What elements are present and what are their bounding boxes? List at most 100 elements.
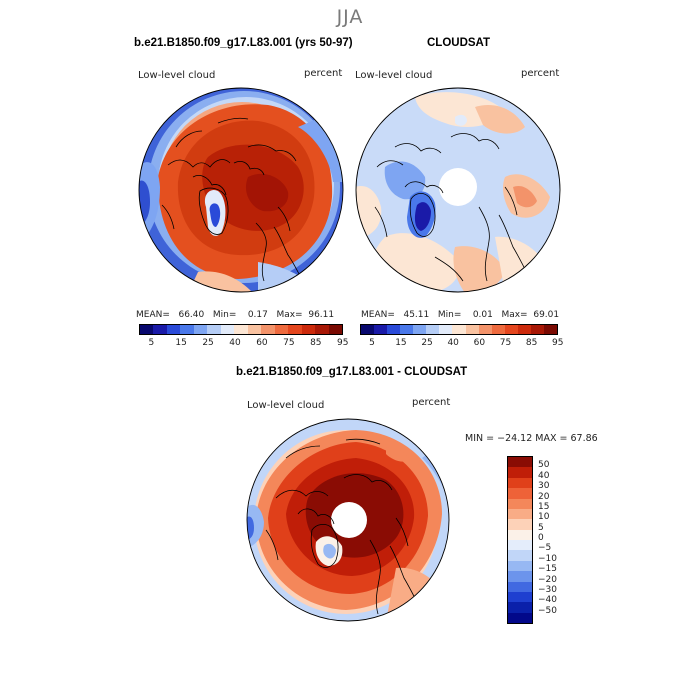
- model-panel-title: b.e21.B1850.f09_g17.L83.001 (yrs 50-97): [134, 37, 353, 49]
- colorbar-tick-label: −30: [538, 584, 557, 595]
- colorbar-tick-label: 25: [202, 338, 214, 348]
- model-mean-label: MEAN=: [136, 310, 170, 320]
- cloudsat-polar-map: [355, 87, 561, 293]
- colorbar-swatch: [508, 477, 532, 489]
- colorbar-swatch: [491, 325, 505, 334]
- colorbar-swatch: [452, 325, 466, 334]
- colorbar-swatch: [166, 325, 181, 334]
- colorbar-swatch: [508, 457, 532, 468]
- colorbar-swatch: [508, 591, 532, 603]
- colorbar-tick-label: 25: [421, 338, 433, 348]
- colorbar-swatch: [153, 325, 167, 334]
- colorbar-swatch: [478, 325, 492, 334]
- colorbar-tick-label: −5: [538, 543, 552, 554]
- colorbar-swatch: [508, 560, 532, 572]
- colorbar-tick-label: 5: [148, 338, 155, 348]
- cloudsat-colorbar: [360, 324, 558, 335]
- colorbar-tick-label: 95: [337, 338, 349, 348]
- colorbar-swatch: [465, 325, 479, 334]
- colorbar-swatch: [508, 602, 532, 613]
- colorbar-swatch: [374, 325, 388, 334]
- colorbar-swatch: [508, 488, 532, 499]
- colorbar-swatch: [508, 550, 532, 561]
- difference-polar-map: [246, 418, 450, 622]
- season-title: JJA: [336, 6, 364, 28]
- difference-panel-title: b.e21.B1850.f09_g17.L83.001 - CLOUDSAT: [236, 366, 468, 378]
- colorbar-tick-label: 60: [256, 338, 268, 348]
- colorbar-tick-label: 60: [473, 338, 486, 348]
- colorbar-tick-label: 75: [499, 338, 512, 348]
- colorbar-tick-label: 50: [538, 460, 550, 471]
- difference-minmax-text: MIN = −24.12 MAX = 67.86: [465, 433, 598, 444]
- colorbar-swatch: [207, 325, 221, 334]
- colorbar-tick-label: 15: [395, 338, 407, 348]
- colorbar-tick-label: −50: [538, 605, 557, 616]
- model-panel-variable-label: Low-level cloud: [138, 70, 216, 81]
- colorbar-tick-label: 30: [538, 481, 550, 492]
- colorbar-tick-label: 40: [229, 338, 241, 348]
- colorbar-swatch: [413, 325, 427, 334]
- colorbar-swatch: [508, 581, 532, 592]
- colorbar-tick-label: −15: [538, 564, 557, 575]
- model-max-value: 96.11: [308, 310, 335, 320]
- model-mean-value: 66.40: [178, 310, 205, 320]
- cloudsat-panel-title: CLOUDSAT: [427, 37, 491, 49]
- colorbar-swatch: [508, 519, 532, 530]
- colorbar-swatch: [193, 325, 208, 334]
- colorbar-swatch: [530, 325, 544, 334]
- colorbar-swatch: [508, 467, 532, 478]
- colorbar-swatch: [247, 325, 262, 334]
- colorbar-swatch: [387, 325, 401, 334]
- colorbar-swatch: [234, 325, 248, 334]
- colorbar-swatch: [508, 571, 532, 582]
- colorbar-swatch: [140, 325, 154, 334]
- colorbar-swatch: [288, 325, 302, 334]
- colorbar-tick-label: −40: [538, 595, 557, 606]
- cloudsat-max-label: Max=: [501, 310, 528, 320]
- colorbar-tick-label: −20: [538, 574, 557, 585]
- colorbar-tick-label: 15: [175, 338, 187, 348]
- colorbar-swatch: [508, 540, 532, 551]
- colorbar-swatch: [315, 325, 329, 334]
- colorbar-tick-label: 85: [525, 338, 538, 348]
- colorbar-swatch: [508, 498, 532, 509]
- cloudsat-mean-value: 45.11: [403, 310, 430, 320]
- model-polar-map: [138, 87, 344, 293]
- difference-colorbar: [507, 456, 533, 624]
- colorbar-swatch: [220, 325, 235, 334]
- colorbar-swatch: [439, 325, 453, 334]
- difference-panel-variable-label: Low-level cloud: [247, 400, 325, 411]
- colorbar-swatch: [361, 325, 375, 334]
- cloudsat-panel-units-label: percent: [521, 68, 560, 79]
- model-max-label: Max=: [276, 310, 303, 320]
- colorbar-tick-label: 5: [538, 522, 544, 533]
- colorbar-swatch: [426, 325, 440, 334]
- cloudsat-min-label: Min=: [437, 310, 462, 320]
- cloudsat-max-value: 69.01: [533, 310, 560, 320]
- colorbar-tick-label: 40: [447, 338, 459, 348]
- colorbar-swatch: [328, 325, 343, 334]
- colorbar-tick-label: 85: [310, 338, 322, 348]
- colorbar-swatch: [508, 529, 532, 540]
- colorbar-tick-label: 20: [538, 491, 550, 502]
- colorbar-swatch: [543, 325, 557, 334]
- colorbar-swatch: [180, 325, 194, 334]
- model-min-label: Min=: [212, 310, 237, 320]
- difference-panel-units-label: percent: [412, 397, 451, 408]
- cloudsat-min-value: 0.01: [472, 310, 493, 320]
- model-panel-units-label: percent: [304, 68, 343, 79]
- colorbar-tick-label: 95: [552, 338, 564, 348]
- colorbar-tick-label: 75: [283, 338, 295, 348]
- colorbar-swatch: [261, 325, 275, 334]
- colorbar-tick-label: −10: [538, 553, 557, 564]
- model-stats-line: MEAN= 66.40 Min= 0.17 Max= 96.11: [136, 311, 334, 320]
- colorbar-swatch: [517, 325, 531, 334]
- model-colorbar: [139, 324, 343, 335]
- model-min-value: 0.17: [247, 310, 268, 320]
- colorbar-tick-label: 40: [538, 470, 550, 481]
- colorbar-tick-label: 15: [538, 501, 550, 512]
- colorbar-swatch: [274, 325, 289, 334]
- colorbar-tick-label: 10: [538, 512, 550, 523]
- colorbar-tick-label: 5: [369, 338, 375, 348]
